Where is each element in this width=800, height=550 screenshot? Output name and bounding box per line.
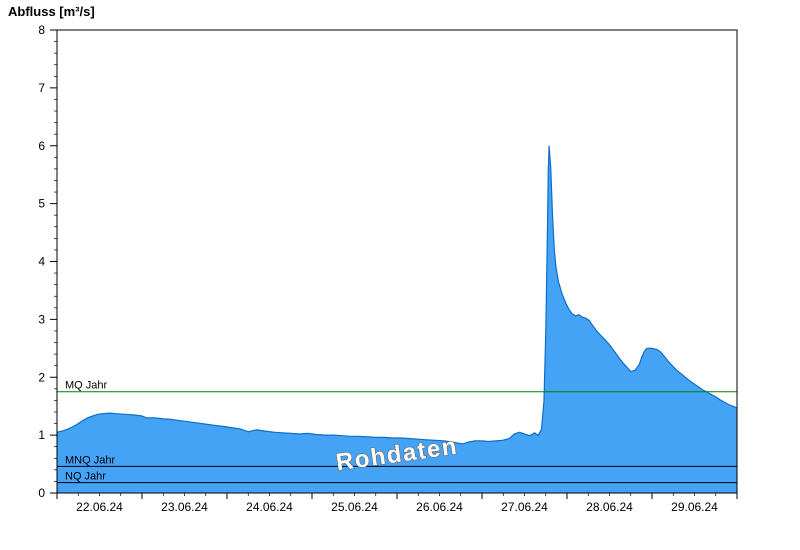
x-tick-label: 27.06.24 — [501, 500, 548, 514]
y-tick-label: 4 — [38, 255, 45, 269]
discharge-area — [57, 145, 737, 494]
y-tick-label: 7 — [38, 81, 45, 95]
x-tick-label: 24.06.24 — [246, 500, 293, 514]
y-axis: 0 1 2 3 4 5 6 7 8 — [38, 23, 57, 500]
y-tick-label: 8 — [38, 23, 45, 37]
mq-jahr-label: MQ Jahr — [65, 380, 108, 392]
discharge-line — [56, 145, 738, 445]
mnq-jahr-label: MNQ Jahr — [65, 454, 115, 466]
y-tick-label: 2 — [38, 370, 45, 384]
x-axis: 22.06.24 23.06.24 24.06.24 25.06.24 26.06.24… — [56, 493, 738, 514]
nq-jahr-label: NQ Jahr — [65, 471, 106, 483]
x-tick-label: 28.06.24 — [586, 500, 633, 514]
y-tick-label: 3 — [38, 312, 45, 326]
x-tick-label: 29.06.24 — [671, 500, 718, 514]
x-tick-label: 23.06.24 — [161, 500, 208, 514]
y-axis-title: Abfluss [m³/s] — [8, 4, 95, 19]
discharge-series — [56, 145, 738, 494]
y-tick-label: 1 — [38, 428, 45, 442]
y-tick-label: 5 — [38, 197, 45, 211]
x-tick-label: 25.06.24 — [331, 500, 378, 514]
x-tick-label: 22.06.24 — [76, 500, 123, 514]
x-tick-label: 26.06.24 — [416, 500, 463, 514]
y-tick-label: 0 — [38, 486, 45, 500]
y-tick-label: 6 — [38, 139, 45, 153]
reference-lines: MQ Jahr MNQ Jahr NQ Jahr — [57, 380, 737, 484]
